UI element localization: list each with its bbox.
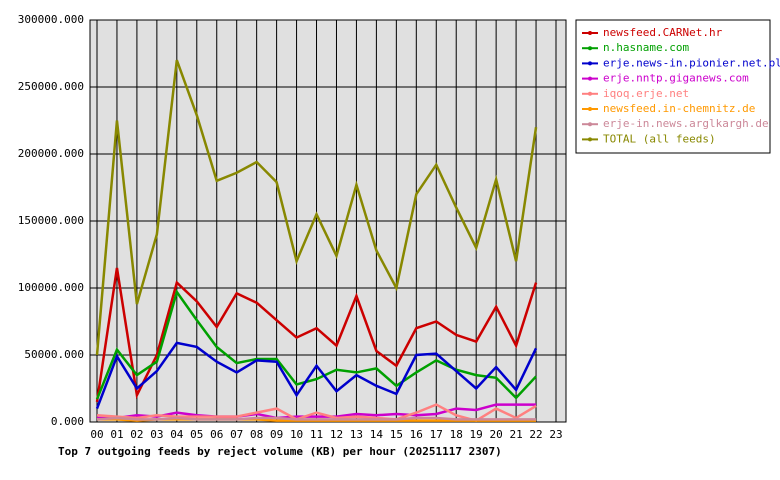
x-tick-label: 03: [150, 428, 163, 441]
series-line: [97, 403, 537, 420]
x-tick-label: 09: [270, 428, 283, 441]
chart-title: Top 7 outgoing feeds by reject volume (K…: [58, 445, 502, 458]
legend-label: erje.nntp.giganews.com: [603, 72, 749, 85]
x-tick-label: 12: [330, 428, 343, 441]
y-tick-label: 200000.000: [18, 147, 84, 160]
legend-marker: [588, 31, 592, 35]
legend-label: newsfeed.in-chemnitz.de: [603, 102, 755, 115]
legend-marker: [588, 122, 592, 127]
series-line: [96, 416, 537, 421]
y-tick-label: 0.000: [51, 415, 84, 428]
legend-label: iqoq.erje.net: [603, 87, 689, 100]
x-tick-label: 17: [430, 428, 443, 441]
x-tick-label: 07: [230, 428, 243, 441]
x-tick-label: 05: [190, 428, 203, 441]
x-tick-label: 15: [390, 428, 403, 441]
x-tick-label: 23: [549, 428, 562, 441]
legend-marker: [588, 61, 592, 66]
x-tick-label: 16: [410, 428, 423, 441]
legend-marker: [588, 107, 592, 111]
x-tick-label: 02: [130, 428, 143, 441]
x-tick-label: 01: [110, 428, 123, 441]
series-line: [95, 289, 537, 400]
legend-marker: [588, 91, 592, 96]
y-tick-label: 250000.000: [18, 80, 84, 93]
x-tick-label: 22: [529, 428, 542, 441]
series-line: [95, 267, 538, 403]
x-tick-label: 13: [350, 428, 363, 441]
x-tick-label: 08: [250, 428, 263, 441]
x-tick-label: 11: [310, 428, 323, 441]
legend-label: erje.news-in.pionier.net.pl: [603, 56, 780, 69]
series-line: [96, 403, 537, 423]
y-tick-label: 100000.000: [18, 281, 84, 294]
legend: [575, 19, 771, 154]
x-tick-label: 06: [210, 428, 223, 441]
x-tick-label: 20: [490, 428, 503, 441]
x-tick-label: 10: [290, 428, 303, 441]
x-tick-label: 19: [470, 428, 483, 441]
legend-marker: [588, 46, 592, 51]
legend-marker: [588, 137, 592, 142]
y-tick-label: 150000.000: [18, 214, 84, 227]
x-tick-label: 14: [370, 428, 384, 441]
legend-label: n.hasname.com: [603, 41, 689, 54]
series-line: [95, 341, 538, 410]
series-line: [95, 59, 538, 356]
x-tick-label: 21: [509, 428, 522, 441]
x-tick-label: 18: [450, 428, 463, 441]
x-tick-label: 00: [90, 428, 103, 441]
y-tick-label: 300000.000: [18, 13, 84, 26]
legend-marker: [588, 76, 592, 81]
legend-label: TOTAL (all feeds): [603, 132, 716, 145]
legend-label: erje-in.news.arglkargh.de: [603, 117, 769, 130]
x-tick-label: 04: [170, 428, 184, 441]
legend-label: newsfeed.CARNet.hr: [603, 26, 723, 39]
y-tick-label: 50000.000: [24, 348, 84, 361]
